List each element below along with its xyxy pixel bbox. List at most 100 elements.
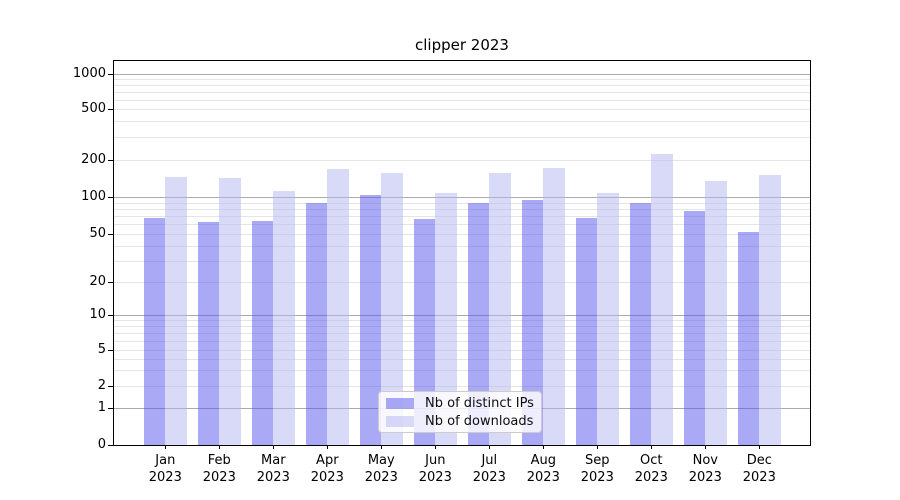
y-tick-label-50: 50 <box>89 226 106 241</box>
bar-feb-downloads <box>219 178 241 445</box>
bar-aug-distinct-ips <box>521 200 544 445</box>
x-tick-mark-jul <box>489 445 491 449</box>
gridline-1000 <box>114 74 810 75</box>
y-tick-label-10: 10 <box>89 307 106 322</box>
x-tick-label-jul: Jul 2023 <box>457 452 521 486</box>
y-tick-label-1000: 1000 <box>72 66 106 81</box>
bar-feb-distinct-ips <box>197 221 220 445</box>
x-tick-month: Feb <box>207 453 231 468</box>
gridline-8 <box>114 326 810 328</box>
legend-label-distinct-ips: Nb of distinct IPs <box>425 395 534 411</box>
y-tick-mark-50 <box>108 234 113 235</box>
gridline-2 <box>114 386 810 387</box>
gridline-10 <box>114 315 810 316</box>
legend: Nb of distinct IPs Nb of downloads <box>378 391 542 433</box>
x-tick-month: Dec <box>746 453 772 468</box>
legend-entry-downloads: Nb of downloads <box>386 414 534 429</box>
x-tick-label-aug: Aug 2023 <box>511 452 575 486</box>
x-tick-year: 2023 <box>472 470 506 485</box>
x-tick-month: Jul <box>481 453 498 468</box>
y-tick-mark-500 <box>108 109 113 110</box>
x-tick-month: Jan <box>155 453 176 468</box>
y-tick-label-5: 5 <box>97 342 106 357</box>
x-tick-label-jan: Jan 2023 <box>133 452 197 486</box>
y-tick-mark-10 <box>108 315 113 316</box>
y-tick-mark-100 <box>108 197 113 198</box>
x-tick-year: 2023 <box>418 470 452 485</box>
x-tick-label-jun: Jun 2023 <box>403 452 467 486</box>
bar-jul-distinct-ips <box>467 202 490 445</box>
x-tick-mark-dec <box>759 445 761 449</box>
x-tick-mark-jun <box>435 445 437 449</box>
legend-swatch-downloads <box>386 415 414 427</box>
x-tick-mark-aug <box>543 445 545 449</box>
y-tick-label-2: 2 <box>97 378 106 393</box>
x-tick-mark-oct <box>651 445 653 449</box>
x-tick-year: 2023 <box>688 470 722 485</box>
gridline-6 <box>114 340 810 342</box>
x-tick-mark-jan <box>165 445 167 449</box>
x-tick-mark-feb <box>219 445 221 449</box>
bar-jun-distinct-ips <box>413 219 436 445</box>
x-tick-label-dec: Dec 2023 <box>727 452 791 486</box>
x-tick-year: 2023 <box>310 470 344 485</box>
gridline-900 <box>114 79 810 81</box>
gridline-60 <box>114 224 810 226</box>
legend-entry-distinct-ips: Nb of distinct IPs <box>386 396 534 411</box>
gridline-50 <box>114 234 810 235</box>
x-tick-month: Sep <box>585 453 610 468</box>
x-tick-year: 2023 <box>202 470 236 485</box>
bar-apr-downloads <box>327 168 349 445</box>
bar-jan-downloads <box>165 177 187 445</box>
bar-may-downloads <box>381 173 403 445</box>
x-tick-label-may: May 2023 <box>349 452 413 486</box>
gridline-5 <box>114 350 810 351</box>
bar-oct-downloads <box>651 154 673 445</box>
x-tick-year: 2023 <box>364 470 398 485</box>
x-tick-month: Oct <box>640 453 663 468</box>
bar-nov-distinct-ips <box>683 211 706 445</box>
x-tick-month: Mar <box>261 453 286 468</box>
legend-label-downloads: Nb of downloads <box>425 413 534 429</box>
x-tick-mark-nov <box>705 445 707 449</box>
x-tick-year: 2023 <box>526 470 560 485</box>
x-tick-mark-mar <box>273 445 275 449</box>
bar-jan-distinct-ips <box>143 218 166 445</box>
y-tick-label-200: 200 <box>81 152 106 167</box>
x-tick-mark-may <box>381 445 383 449</box>
gridline-9 <box>114 320 810 322</box>
gridline-20 <box>114 282 810 283</box>
bar-mar-distinct-ips <box>251 220 274 445</box>
bar-aug-downloads <box>543 167 565 445</box>
bar-jul-downloads <box>489 173 511 445</box>
bar-dec-distinct-ips <box>737 231 760 445</box>
bar-apr-distinct-ips <box>305 202 328 445</box>
x-tick-label-oct: Oct 2023 <box>619 452 683 486</box>
gridline-90 <box>114 202 810 204</box>
x-tick-year: 2023 <box>580 470 614 485</box>
y-tick-label-500: 500 <box>81 101 106 116</box>
y-tick-mark-20 <box>108 282 113 283</box>
y-tick-mark-5 <box>108 350 113 351</box>
gridline-30 <box>114 260 810 262</box>
gridline-100 <box>114 197 810 198</box>
gridline-80 <box>114 208 810 210</box>
x-tick-month: Nov <box>692 453 718 468</box>
x-tick-label-apr: Apr 2023 <box>295 452 359 486</box>
x-tick-mark-sep <box>597 445 599 449</box>
y-tick-mark-200 <box>108 160 113 161</box>
plot-area: Nb of distinct IPs Nb of downloads <box>113 60 811 446</box>
y-tick-mark-2 <box>108 386 113 387</box>
x-tick-year: 2023 <box>634 470 668 485</box>
gridline-500 <box>114 109 810 110</box>
x-tick-label-feb: Feb 2023 <box>187 452 251 486</box>
x-tick-mark-apr <box>327 445 329 449</box>
y-tick-mark-1000 <box>108 74 113 75</box>
x-tick-label-sep: Sep 2023 <box>565 452 629 486</box>
bar-may-distinct-ips <box>359 194 382 445</box>
x-tick-month: May <box>367 453 395 468</box>
x-tick-month: Jun <box>425 453 446 468</box>
bar-dec-downloads <box>759 175 781 445</box>
y-tick-mark-1 <box>108 408 113 409</box>
